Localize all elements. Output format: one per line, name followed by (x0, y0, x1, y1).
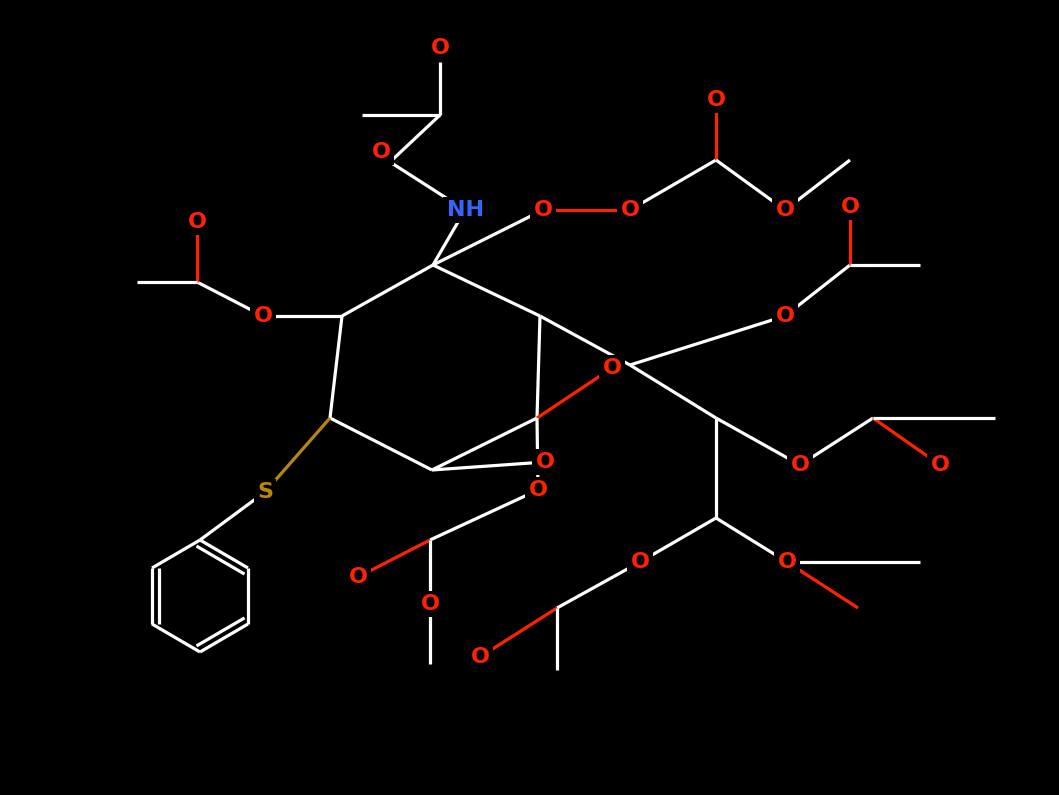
Text: O: O (528, 480, 548, 500)
Text: O: O (931, 455, 950, 475)
Text: O: O (841, 197, 860, 217)
Text: O: O (706, 90, 725, 110)
Text: O: O (790, 455, 809, 475)
Text: O: O (372, 142, 391, 162)
Text: O: O (470, 647, 489, 667)
Text: O: O (534, 200, 553, 220)
Text: O: O (536, 452, 555, 472)
Text: O: O (348, 567, 367, 587)
Text: O: O (630, 552, 649, 572)
Text: O: O (253, 306, 272, 326)
Text: S: S (257, 482, 273, 502)
Text: O: O (420, 594, 439, 614)
Text: O: O (777, 552, 796, 572)
Text: O: O (775, 306, 794, 326)
Text: O: O (431, 38, 449, 58)
Text: O: O (621, 200, 640, 220)
Text: O: O (187, 212, 207, 232)
Text: O: O (775, 200, 794, 220)
Text: NH: NH (447, 200, 484, 220)
Text: O: O (603, 358, 622, 378)
